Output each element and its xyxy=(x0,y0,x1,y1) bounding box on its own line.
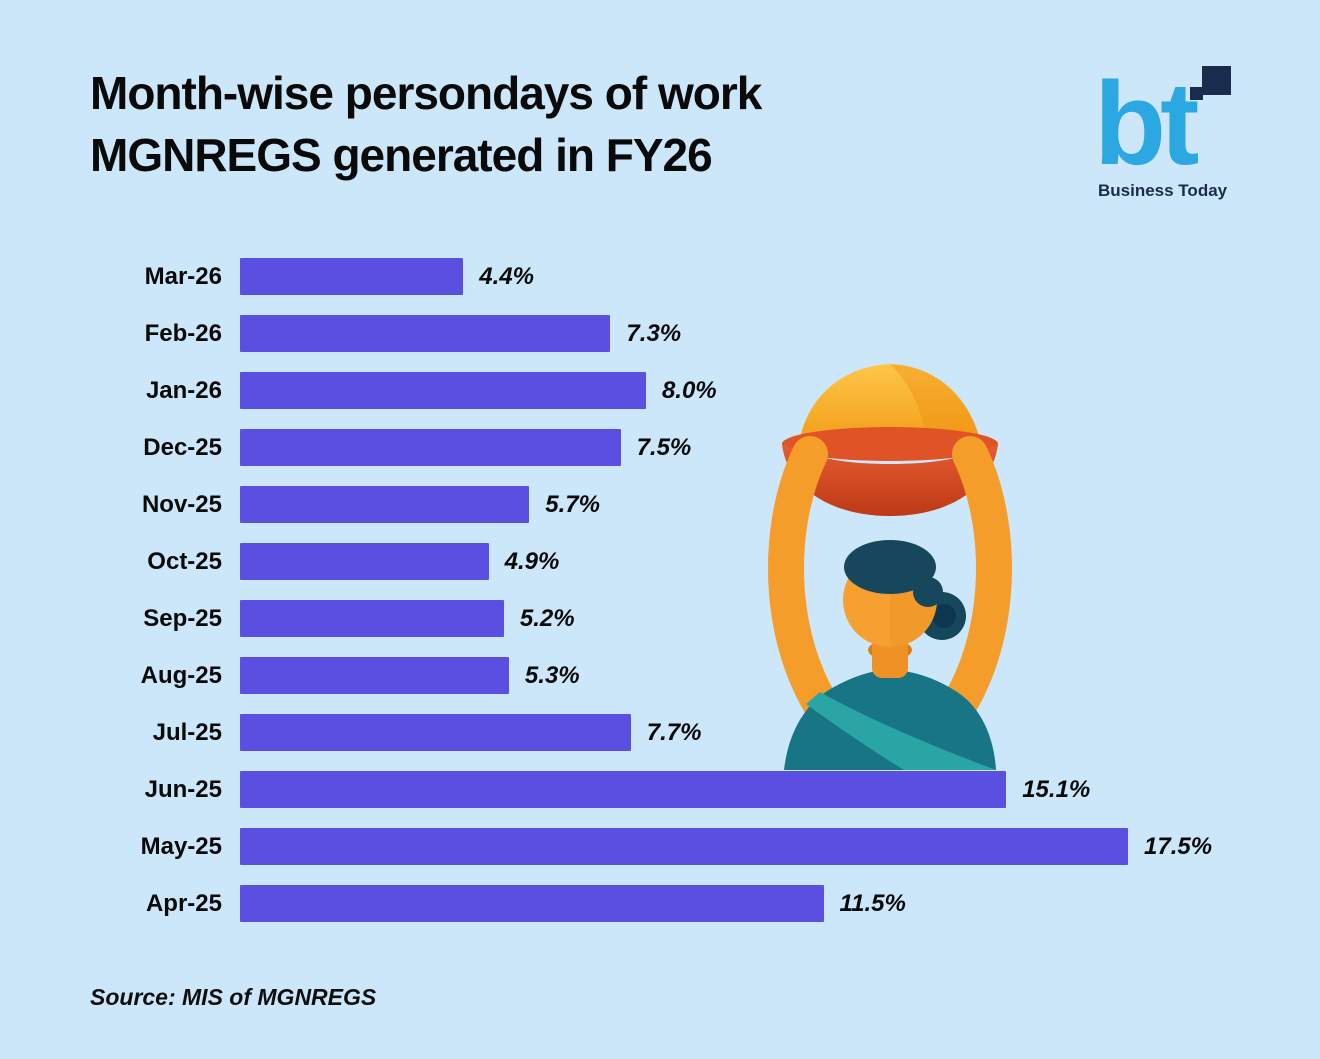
bt-logo-small-square-icon xyxy=(1190,87,1203,100)
bar xyxy=(240,315,611,352)
bar xyxy=(240,429,621,466)
value-label: 17.5% xyxy=(1144,832,1213,860)
category-label: Jan-26 xyxy=(145,376,222,404)
bt-logo-mark: bt xyxy=(1094,58,1231,190)
bowl-rim xyxy=(782,427,998,461)
grain-pile xyxy=(798,364,982,450)
bar xyxy=(240,543,489,580)
category-label: Jun-25 xyxy=(144,775,222,803)
business-today-logo: bt Business Today xyxy=(1094,58,1248,201)
hair-bun-swirl-icon xyxy=(932,604,956,628)
category-label: Sep-25 xyxy=(143,604,222,632)
value-label: 7.5% xyxy=(636,433,692,461)
right-arm xyxy=(926,436,1012,744)
hair xyxy=(844,540,936,594)
woman-carrying-basket-illustration xyxy=(722,354,1060,770)
bar xyxy=(240,657,509,694)
value-label: 15.1% xyxy=(1022,775,1091,803)
chart-row: Mar-26 4.4% xyxy=(90,258,1212,295)
sari-drape xyxy=(806,692,996,770)
bar xyxy=(240,885,824,922)
bar xyxy=(240,486,530,523)
category-label: Feb-26 xyxy=(144,319,222,347)
bar xyxy=(240,828,1128,865)
chart-row: May-25 17.5% xyxy=(90,828,1212,865)
category-label: Mar-26 xyxy=(144,262,222,290)
chart-title: Month-wise persondays of work MGNREGS ge… xyxy=(90,62,762,186)
category-label: Oct-25 xyxy=(147,547,222,575)
chart-row: Jan-26 8.0% xyxy=(90,372,1212,409)
bar xyxy=(240,372,646,409)
neck xyxy=(872,636,908,678)
chart-title-line2: MGNREGS generated in FY26 xyxy=(90,129,713,181)
chart-row: Sep-25 5.2% xyxy=(90,600,1212,637)
source-note: Source: MIS of MGNREGS xyxy=(90,984,377,1010)
grain-pile-shade xyxy=(890,364,982,450)
value-label: 7.3% xyxy=(626,319,682,347)
chart-title-line1: Month-wise persondays of work xyxy=(90,67,762,119)
value-label: 4.4% xyxy=(479,262,534,290)
bowl xyxy=(782,444,998,516)
value-label: 8.0% xyxy=(661,376,717,404)
chart-row: Dec-25 7.5% xyxy=(90,429,1212,466)
bar-chart: Mar-26 4.4% Feb-26 7.3% Jan-26 8.0% Dec-25 7.5%… xyxy=(90,258,1212,942)
value-label: 11.5% xyxy=(839,889,906,917)
business-today-wordmark: Business Today xyxy=(1098,181,1228,200)
category-label: Nov-25 xyxy=(141,490,222,518)
woman-illustration-svg xyxy=(768,364,1012,770)
value-label: 5.2% xyxy=(519,604,575,632)
chart-row: Feb-26 7.3% xyxy=(90,315,1212,352)
torso xyxy=(784,670,996,770)
bar xyxy=(240,258,464,295)
value-label: 5.3% xyxy=(524,661,580,689)
category-label: Apr-25 xyxy=(145,889,222,917)
category-label: May-25 xyxy=(140,832,222,860)
bar xyxy=(240,714,631,751)
chart-row: Jun-25 15.1% xyxy=(90,771,1212,808)
hair-side xyxy=(913,577,943,607)
bt-logo-square-icon xyxy=(1202,66,1231,95)
chart-row: Jul-25 7.7% xyxy=(90,714,1212,751)
bar xyxy=(240,771,1007,808)
chart-row: Oct-25 4.9% xyxy=(90,543,1212,580)
category-label: Jul-25 xyxy=(152,718,222,746)
chart-row: Aug-25 5.3% xyxy=(90,657,1212,694)
chart-row: Nov-25 5.7% xyxy=(90,486,1212,523)
category-label: Dec-25 xyxy=(143,433,222,461)
bt-logo-letters: bt xyxy=(1098,64,1198,174)
value-label: 7.7% xyxy=(646,718,702,746)
chart-row: Apr-25 11.5% xyxy=(90,885,1212,922)
value-label: 4.9% xyxy=(504,547,560,575)
bar xyxy=(240,600,504,637)
value-label: 5.7% xyxy=(545,490,600,518)
category-label: Aug-25 xyxy=(140,661,222,689)
